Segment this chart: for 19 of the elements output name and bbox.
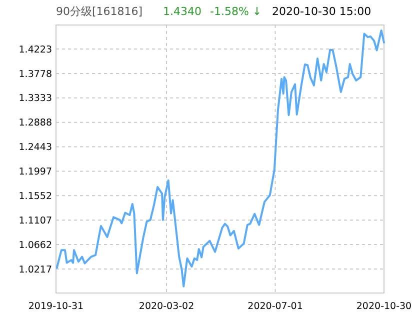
chart-title: 90分级[161816]: [56, 5, 143, 18]
y-tick-label: 1.4223: [18, 44, 52, 56]
x-tick-label: 2020-10-30: [356, 301, 412, 312]
x-tick-label: 2020-03-02: [138, 301, 194, 312]
y-tick-label: 1.1107: [18, 215, 52, 226]
text: 1.4340: [163, 5, 202, 18]
text: 2020-10-30 15:00: [272, 5, 372, 18]
y-tick-label: 1.0217: [18, 264, 52, 276]
y-tick-label: 1.1997: [18, 166, 52, 178]
y-tick-label: 1.3333: [18, 93, 52, 104]
y-tick-label: 1.3778: [18, 68, 52, 80]
text: -1.58% ↓: [210, 5, 262, 18]
line-series: [56, 29, 385, 288]
x-tick-label: 2020-07-01: [248, 301, 303, 312]
y-tick-label: 1.0662: [18, 240, 52, 251]
y-tick-label: 1.2443: [18, 142, 52, 154]
y-tick-label: 1.1552: [18, 191, 52, 202]
y-tick-label: 1.2888: [18, 118, 52, 129]
x-tick-label: 2019-10-31: [28, 301, 84, 312]
